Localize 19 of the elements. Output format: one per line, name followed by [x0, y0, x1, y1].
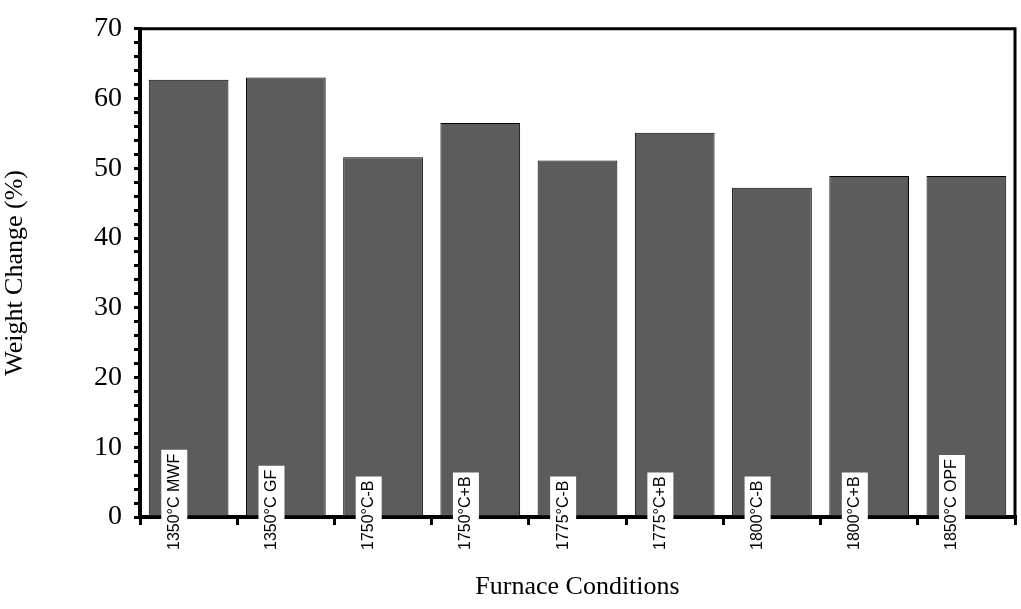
- x-tick-label: 1750°C+B: [456, 476, 474, 550]
- y-tick-label: 40: [94, 220, 122, 252]
- y-tick-label: 60: [94, 80, 122, 112]
- y-tick-label: 30: [94, 290, 122, 322]
- x-tick-label: 1850°C OPF: [942, 458, 960, 550]
- x-tick-label: 1775°C+B: [650, 476, 668, 550]
- x-tick-label: 1775°C-B: [553, 480, 571, 550]
- y-tick-label: 50: [94, 150, 122, 182]
- y-tick-label: 70: [94, 11, 122, 43]
- y-tick-label: 20: [94, 359, 122, 391]
- x-tick-label: 1750°C-B: [359, 480, 377, 550]
- x-axis-title: Furnace Conditions: [475, 571, 680, 601]
- x-tick-label: 1800°C-B: [748, 480, 765, 550]
- y-tick-label: 0: [108, 499, 122, 531]
- x-tick-label: 1350°C GF: [261, 469, 279, 550]
- y-tick-label: 10: [94, 429, 122, 461]
- x-tick-label: 1800°C+B: [845, 476, 863, 550]
- y-axis-title: Weight Change (%): [0, 169, 29, 376]
- x-tick-label: 1350°C MWF: [164, 453, 182, 550]
